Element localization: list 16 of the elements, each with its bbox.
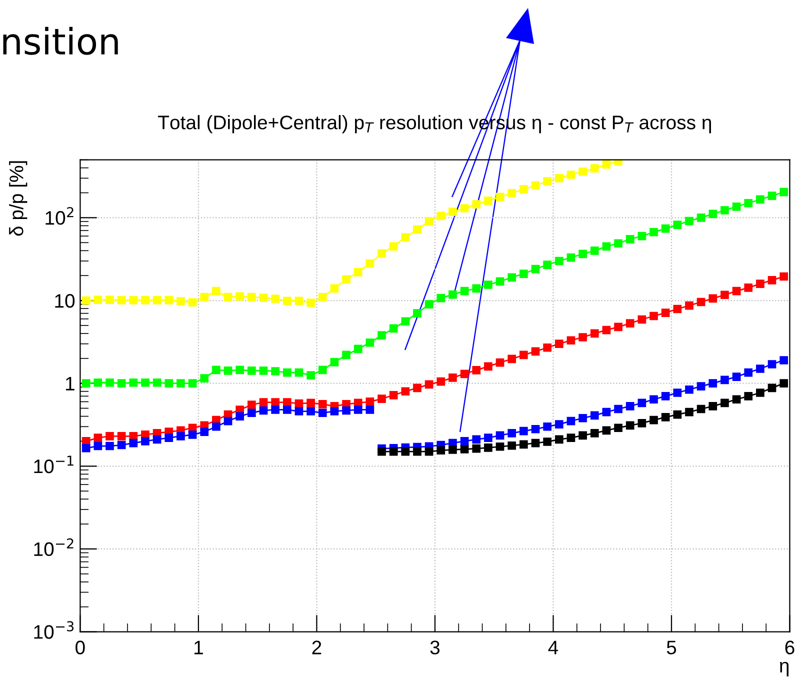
x-tick-label: 4 <box>548 640 558 654</box>
x-tick-label: 0 <box>76 640 85 654</box>
text: nsition <box>3 26 118 55</box>
x-tick-label: 2 <box>312 640 322 654</box>
x-axis-title: η <box>780 662 788 676</box>
y-tick-label: 10$^{2}$ <box>46 207 74 225</box>
x-tick-label: 3 <box>430 640 440 654</box>
y-tick-label: 10$^{−1}$ <box>34 456 74 474</box>
y-tick-label: 10$^{−3}$ <box>34 621 74 639</box>
y-axis-title: δ p/p [%] <box>9 161 28 236</box>
x-tick-label: 5 <box>666 640 676 654</box>
y-tick-label: 1 <box>66 377 74 390</box>
y-tick-label: 10$^{−2}$ <box>34 538 74 556</box>
y-tick-label: 10 <box>55 294 75 308</box>
x-tick-label: 6 <box>785 640 794 654</box>
x-tick-label: 1 <box>194 640 203 654</box>
